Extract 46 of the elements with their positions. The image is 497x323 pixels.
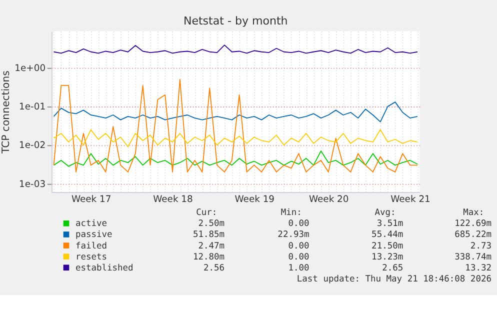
line-series [53, 102, 418, 122]
text: 21.50m [372, 241, 404, 252]
text: 12.80m [193, 252, 225, 262]
text: 0.00 [288, 219, 310, 230]
text: 55.44m [372, 230, 404, 240]
legend-label: established [75, 263, 134, 274]
text: 0.00 [288, 241, 310, 252]
legend-label: failed [75, 241, 108, 252]
x-tick-label: Week 17 [71, 194, 112, 205]
x-tick-label: Week 20 [308, 194, 349, 205]
line-series [53, 44, 418, 54]
text: Last update: Thu May 21 18:46:08 2026 [296, 274, 492, 284]
x-tick-label: Week 19 [234, 194, 275, 205]
text: Avg: [374, 208, 396, 218]
text: 0.00 [288, 252, 310, 262]
text: 51.85m [193, 230, 225, 240]
text: 3.51m [376, 219, 404, 230]
legend-label: active [75, 219, 108, 230]
text: 1.00 [288, 263, 310, 274]
line-series [53, 79, 418, 172]
text: Cur: [196, 208, 218, 218]
text: 13.32 [465, 263, 492, 274]
text: 2.65 [382, 263, 404, 274]
text: 122.69m [454, 219, 492, 230]
text: 2.73 [470, 241, 492, 252]
text: 338.74m [454, 252, 492, 262]
y-axis-title: TCP connections [1, 70, 12, 155]
text: Min: [280, 208, 302, 218]
text: 2.56 [204, 263, 225, 274]
text: 2.50m [198, 219, 225, 230]
text: 2.47m [198, 241, 225, 252]
legend-label: resets [75, 252, 108, 262]
text: 685.22m [454, 230, 492, 240]
y-tick-label: 1e-03 [19, 178, 46, 190]
x-tick-label: Week 18 [153, 194, 194, 205]
y-tick-label: 1e+00 [14, 63, 46, 74]
legend-label: passive [75, 230, 112, 240]
x-tick-label: Week 21 [390, 194, 430, 205]
y-tick-label: 1e-01 [19, 102, 46, 113]
text: Max: [463, 208, 484, 218]
text: 13.23m [372, 252, 404, 262]
text: 22.93m [278, 230, 310, 240]
line-series [53, 150, 418, 167]
chart-title: Netstat - by month [183, 14, 288, 28]
y-tick-label: 1e-02 [19, 140, 46, 152]
line-series [53, 129, 418, 148]
